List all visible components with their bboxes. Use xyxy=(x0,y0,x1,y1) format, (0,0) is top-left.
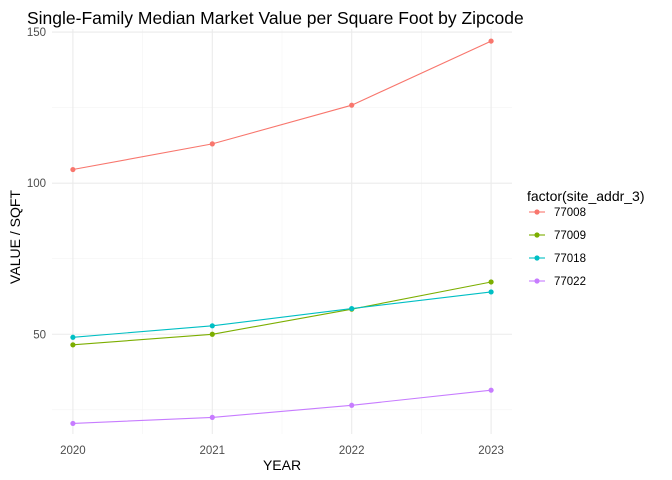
data-point xyxy=(488,387,494,393)
legend-item-77009: 77009 xyxy=(529,230,586,242)
series-line xyxy=(72,281,492,346)
data-point xyxy=(349,102,355,108)
legend-label: 77022 xyxy=(554,276,586,288)
series-line xyxy=(72,389,492,424)
data-point xyxy=(70,166,76,173)
legend-label: 77008 xyxy=(554,207,586,219)
series-line xyxy=(72,40,492,171)
y-tick-label: 50 xyxy=(33,329,46,341)
legend-key-point xyxy=(534,278,540,284)
series-layer xyxy=(70,38,494,427)
legend-label: 77018 xyxy=(554,253,586,265)
series-77018 xyxy=(70,289,494,340)
y-tick-label: 150 xyxy=(27,27,46,39)
legend-title: factor(site_addr_3) xyxy=(527,188,645,204)
data-point xyxy=(488,38,494,44)
legend-key-point xyxy=(534,232,540,238)
legend-items: 77008 77009 77018 77022 xyxy=(529,207,586,288)
x-tick-label: 2023 xyxy=(478,445,504,457)
data-point xyxy=(209,414,215,420)
x-axis-title: YEAR xyxy=(263,457,301,473)
x-tick-label: 2022 xyxy=(339,445,365,457)
data-point xyxy=(488,279,494,285)
legend-key-point xyxy=(534,255,540,261)
x-tick-label: 2020 xyxy=(60,445,86,457)
legend-item-77022: 77022 xyxy=(529,276,586,288)
data-point xyxy=(209,331,215,337)
y-axis-title: VALUE / SQFT xyxy=(7,190,23,284)
data-point xyxy=(488,289,494,295)
data-point xyxy=(70,420,76,427)
legend-label: 77009 xyxy=(554,230,586,242)
legend-key-point xyxy=(534,209,540,215)
series-line xyxy=(72,291,492,338)
legend-item-77008: 77008 xyxy=(529,207,586,219)
data-point xyxy=(70,334,76,340)
data-point xyxy=(70,342,76,348)
legend-item-77018: 77018 xyxy=(529,253,586,265)
chart-title: Single-Family Median Market Value per Sq… xyxy=(27,8,524,28)
y-tick-label: 100 xyxy=(27,178,46,190)
data-point xyxy=(209,323,215,329)
data-point xyxy=(349,305,355,312)
data-point xyxy=(209,141,215,147)
plot-grid xyxy=(52,29,512,434)
data-point xyxy=(349,402,355,408)
x-axis-ticks: 2020 2021 2022 2023 xyxy=(60,445,504,457)
series-77022 xyxy=(70,387,494,427)
series-77008 xyxy=(70,38,494,173)
legend: factor(site_addr_3) 77008 77009 77018 77022 xyxy=(527,188,645,288)
y-axis-ticks: 50 100 150 xyxy=(27,27,46,341)
x-tick-label: 2021 xyxy=(200,445,226,457)
